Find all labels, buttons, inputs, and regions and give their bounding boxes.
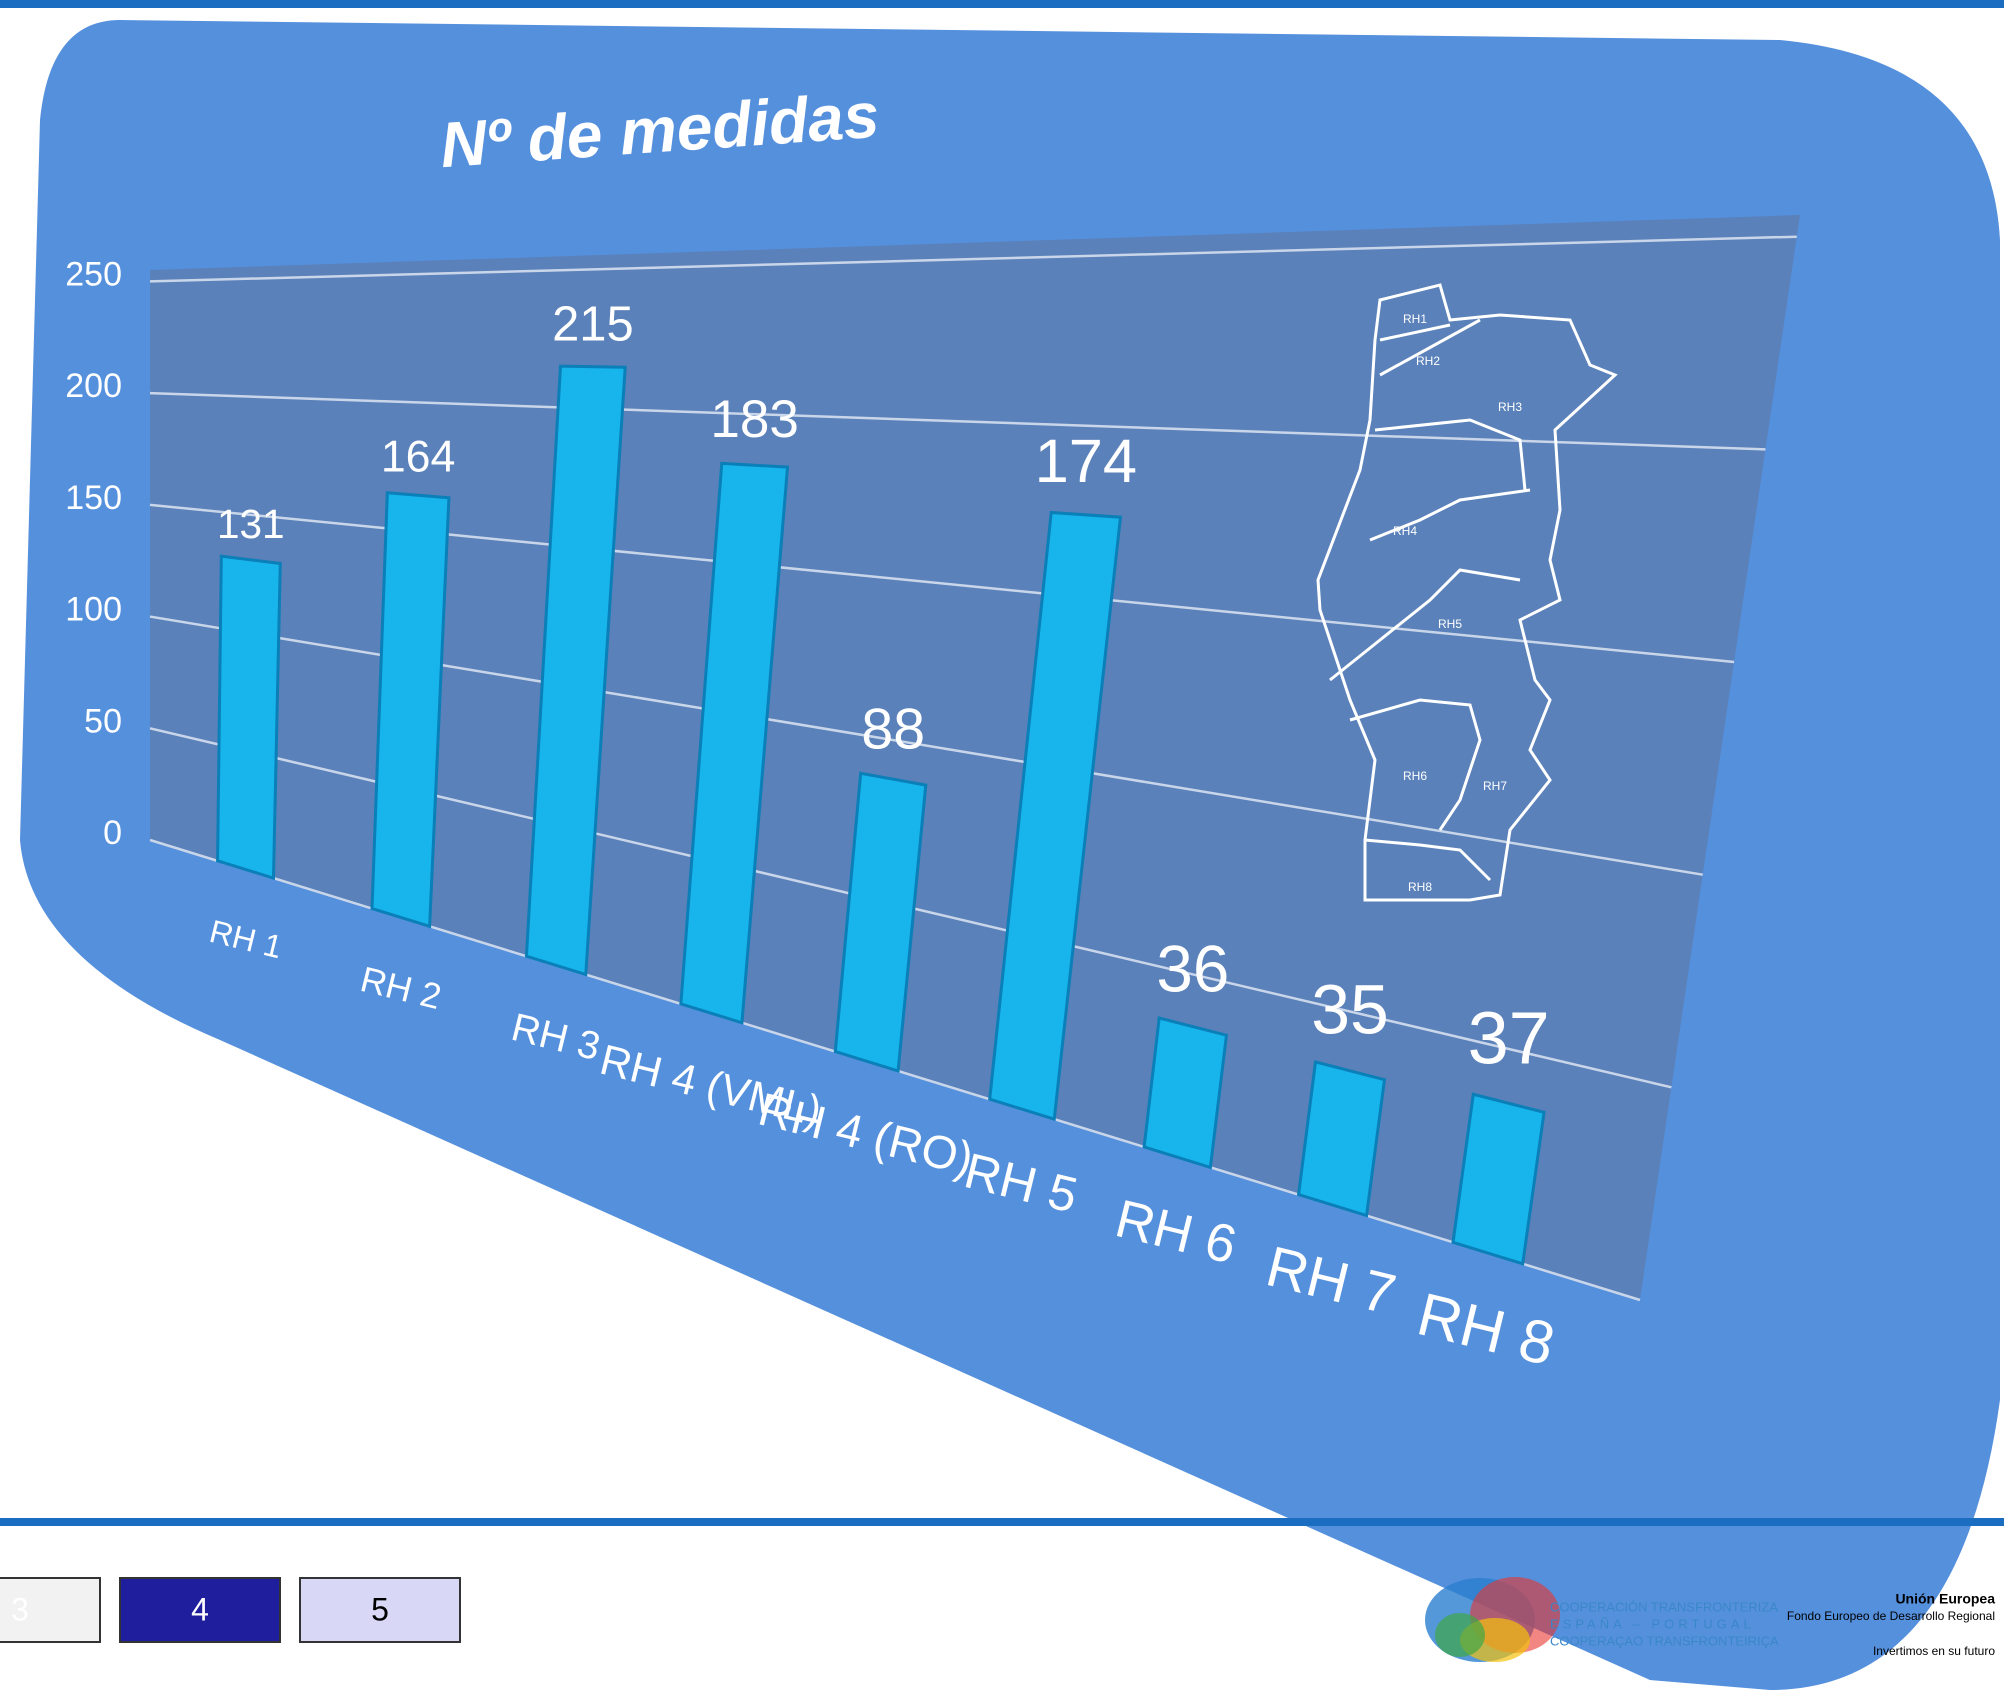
page-number: 5 — [371, 1591, 389, 1627]
fund-label: Fondo Europeo de Desarrollo Regional — [1787, 1609, 1995, 1623]
bar — [524, 364, 627, 977]
slogan: Invertimos en su futuro — [1873, 1644, 1995, 1658]
bar — [370, 491, 451, 929]
bar — [216, 554, 282, 881]
value-label: 36 — [1156, 932, 1229, 1005]
bar — [1451, 1092, 1546, 1266]
y-tick-label: 200 — [65, 367, 122, 405]
y-tick-label: 100 — [65, 591, 122, 629]
value-label: 35 — [1311, 970, 1389, 1048]
page-number: 3 — [11, 1591, 29, 1627]
value-label: 88 — [861, 698, 925, 762]
page-button — [0, 1577, 101, 1643]
top-rule — [0, 0, 2004, 8]
map-label: RH2 — [1416, 354, 1440, 368]
program-line: COOPERACIÓN TRANSFRONTERIZA — [1550, 1599, 1778, 1614]
bar — [988, 510, 1123, 1122]
program-logo: COOPERACIÓN TRANSFRONTERIZA ESPAÑA – POR… — [1425, 1577, 1779, 1662]
map-label: RH5 — [1438, 617, 1462, 631]
page-number: 4 — [191, 1591, 209, 1627]
y-tick-label: 0 — [103, 814, 122, 852]
value-label: 37 — [1468, 997, 1550, 1080]
map-label: RH6 — [1403, 769, 1427, 783]
y-tick-label: 150 — [65, 479, 122, 517]
value-label: 131 — [217, 501, 285, 547]
map-label: RH4 — [1393, 524, 1417, 538]
value-label: 215 — [552, 297, 634, 351]
map-label: RH8 — [1408, 880, 1432, 894]
program-line: COOPERAÇAO TRANSFRONTEIRIÇA — [1550, 1633, 1779, 1648]
bar — [833, 771, 928, 1073]
value-label: 174 — [1035, 427, 1137, 496]
y-tick-label: 50 — [84, 702, 122, 740]
program-line: ESPAÑA – PORTUGAL — [1550, 1616, 1755, 1631]
eu-label: Unión Europea — [1895, 1591, 1995, 1607]
map-label: RH7 — [1483, 779, 1507, 793]
y-tick-label: 250 — [65, 255, 122, 293]
value-label: 183 — [710, 390, 799, 449]
map-label: RH1 — [1403, 312, 1427, 326]
bottom-rule — [0, 1518, 2004, 1526]
region-map — [1316, 283, 1618, 902]
map-label: RH3 — [1498, 400, 1522, 414]
bar — [1296, 1060, 1387, 1218]
bar — [1142, 1016, 1229, 1170]
page-button — [119, 1577, 281, 1643]
pagination: 3 4 5 — [0, 1577, 461, 1643]
grid-line — [149, 235, 1797, 283]
page-button — [299, 1577, 461, 1643]
value-label: 164 — [381, 432, 456, 481]
bar — [679, 461, 790, 1025]
grid-line — [149, 391, 1766, 451]
